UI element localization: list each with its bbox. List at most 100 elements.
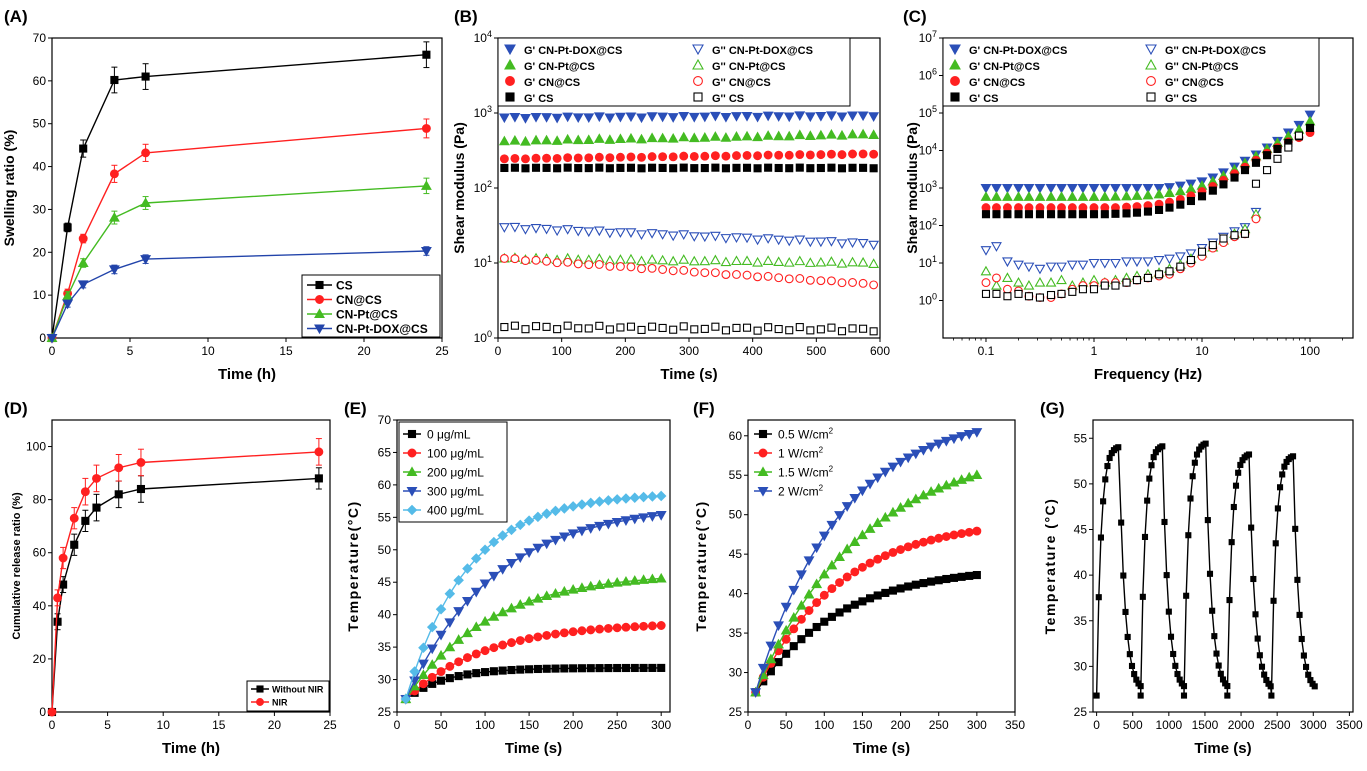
data-point xyxy=(1143,207,1153,216)
data-point xyxy=(1240,229,1250,238)
data-point xyxy=(629,514,641,525)
series xyxy=(401,621,666,704)
data-point xyxy=(731,233,742,243)
data-point xyxy=(773,130,785,141)
series xyxy=(400,511,667,705)
data-point xyxy=(1161,518,1168,526)
legend-label: 0.5 W/cm2 xyxy=(778,427,834,442)
data-point xyxy=(563,257,573,267)
data-point xyxy=(70,540,79,549)
data-point xyxy=(699,232,711,243)
data-point xyxy=(1186,196,1195,206)
data-point xyxy=(550,535,561,546)
data-point xyxy=(1024,292,1034,301)
data-point xyxy=(47,707,57,717)
data-point xyxy=(523,548,535,558)
data-point xyxy=(1256,652,1263,659)
legend-marker xyxy=(315,295,324,304)
data-point xyxy=(497,565,509,575)
data-point xyxy=(92,473,101,483)
data-point xyxy=(1251,158,1261,167)
data-point xyxy=(902,453,914,464)
data-point xyxy=(1001,191,1013,201)
series xyxy=(750,469,983,697)
y-tick-label: 60 xyxy=(33,74,47,88)
data-point xyxy=(1197,192,1207,201)
data-point xyxy=(615,262,625,271)
series xyxy=(981,123,1315,219)
data-point xyxy=(949,530,959,540)
data-point xyxy=(742,150,752,160)
data-point xyxy=(605,261,615,271)
data-point xyxy=(1230,173,1239,182)
data-point xyxy=(668,266,678,276)
x-axis-label: Time (s) xyxy=(660,366,717,383)
data-point xyxy=(638,491,649,503)
data-point xyxy=(1167,633,1175,640)
x-axis-label: Time (s) xyxy=(1194,740,1251,757)
data-point xyxy=(656,621,666,630)
data-point xyxy=(498,640,508,650)
data-point xyxy=(741,130,753,141)
series xyxy=(750,428,983,698)
data-point xyxy=(864,523,876,533)
data-point xyxy=(471,649,481,659)
data-point xyxy=(620,493,632,504)
y-tick-label: 20 xyxy=(33,245,47,259)
data-point xyxy=(1131,671,1138,678)
data-point xyxy=(616,163,625,172)
data-point xyxy=(605,325,614,334)
data-point xyxy=(620,575,632,586)
data-point xyxy=(762,255,774,265)
data-point xyxy=(584,164,593,173)
data-point xyxy=(1013,191,1024,201)
legend-label: G'' CS xyxy=(712,93,744,105)
data-point xyxy=(834,511,845,521)
data-point xyxy=(1131,190,1143,200)
data-point xyxy=(1304,110,1316,121)
data-point xyxy=(1245,451,1253,458)
data-point xyxy=(1088,191,1100,201)
data-point xyxy=(552,153,562,163)
data-point xyxy=(825,237,837,247)
data-point xyxy=(1122,278,1131,287)
series xyxy=(981,214,1261,302)
data-point xyxy=(1121,257,1132,268)
data-point xyxy=(1132,276,1142,285)
legend-marker xyxy=(505,92,515,102)
x-tick-label: 3000 xyxy=(1300,718,1327,732)
data-point xyxy=(1311,683,1318,690)
data-point xyxy=(498,135,510,146)
data-point xyxy=(1165,267,1174,276)
data-point xyxy=(1279,471,1286,478)
x-tick-label: 2000 xyxy=(1228,718,1255,732)
data-point xyxy=(1099,183,1111,194)
data-point xyxy=(742,163,752,172)
x-tick-label: 15 xyxy=(212,718,226,732)
data-point xyxy=(593,133,605,143)
data-point xyxy=(784,274,794,284)
legend-label: Without NIR xyxy=(272,685,324,695)
data-point xyxy=(427,672,437,682)
data-point xyxy=(1211,633,1218,640)
data-point xyxy=(1235,469,1242,476)
data-point xyxy=(489,643,499,653)
x-tick-label: 10 xyxy=(1195,344,1209,358)
data-point xyxy=(611,517,623,528)
data-point xyxy=(550,505,561,517)
legend-marker xyxy=(692,58,704,70)
data-point xyxy=(604,113,616,124)
series xyxy=(498,128,880,146)
legend-marker xyxy=(693,76,703,86)
data-point xyxy=(857,562,867,572)
chart-d: (D) 0 5 10 15 20 25 0 20 40 60 80 100 Time (h) Cumulat… xyxy=(4,399,337,757)
legend-marker xyxy=(949,58,961,70)
data-point xyxy=(314,447,324,457)
y-tick-label: 50 xyxy=(33,117,47,131)
data-point xyxy=(559,503,570,514)
legend-label: G' CN@CS xyxy=(969,77,1025,89)
data-point xyxy=(436,667,446,676)
data-point xyxy=(1001,257,1013,268)
data-point xyxy=(773,621,784,632)
